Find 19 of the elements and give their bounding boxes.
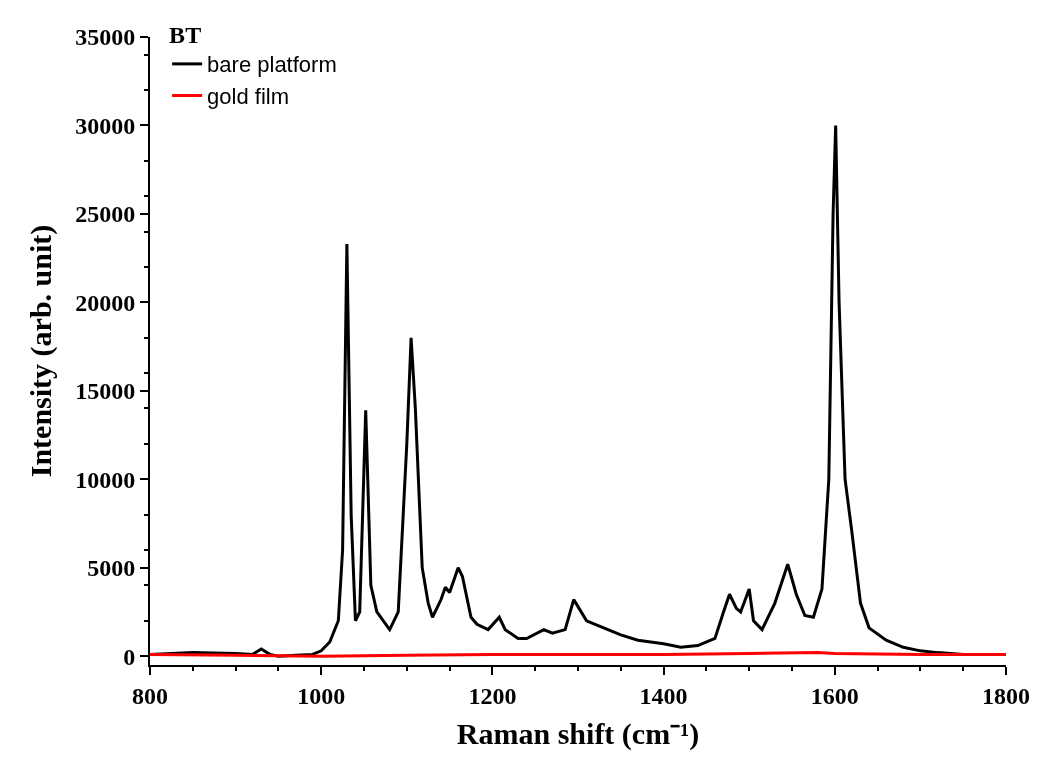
y-tick-label: 35000: [75, 24, 136, 51]
x-tick-label: 1000: [297, 682, 346, 709]
legend-label: bare platform: [207, 52, 337, 78]
y-tick-label: 5000: [87, 555, 136, 582]
x-tick-label: 1800: [982, 682, 1030, 709]
x-axis-title: Raman shift (cm⁻¹): [456, 716, 700, 751]
y-tick-label: 20000: [75, 289, 136, 316]
x-tick-label: 1600: [810, 682, 859, 709]
legend-title: BT: [169, 22, 202, 49]
x-tick-label: 800: [132, 682, 168, 709]
y-tick-label: 0: [123, 643, 136, 670]
y-tick-label: 10000: [75, 466, 136, 493]
y-axis-title: Intensity (arb. unit): [23, 224, 58, 478]
x-tick-label: 1200: [468, 682, 517, 709]
y-tick-label: 25000: [75, 201, 136, 228]
y-tick-label: 30000: [75, 112, 136, 139]
y-tick-label: 15000: [75, 378, 136, 405]
legend-label: gold film: [207, 84, 290, 110]
x-tick-label: 1400: [639, 682, 688, 709]
